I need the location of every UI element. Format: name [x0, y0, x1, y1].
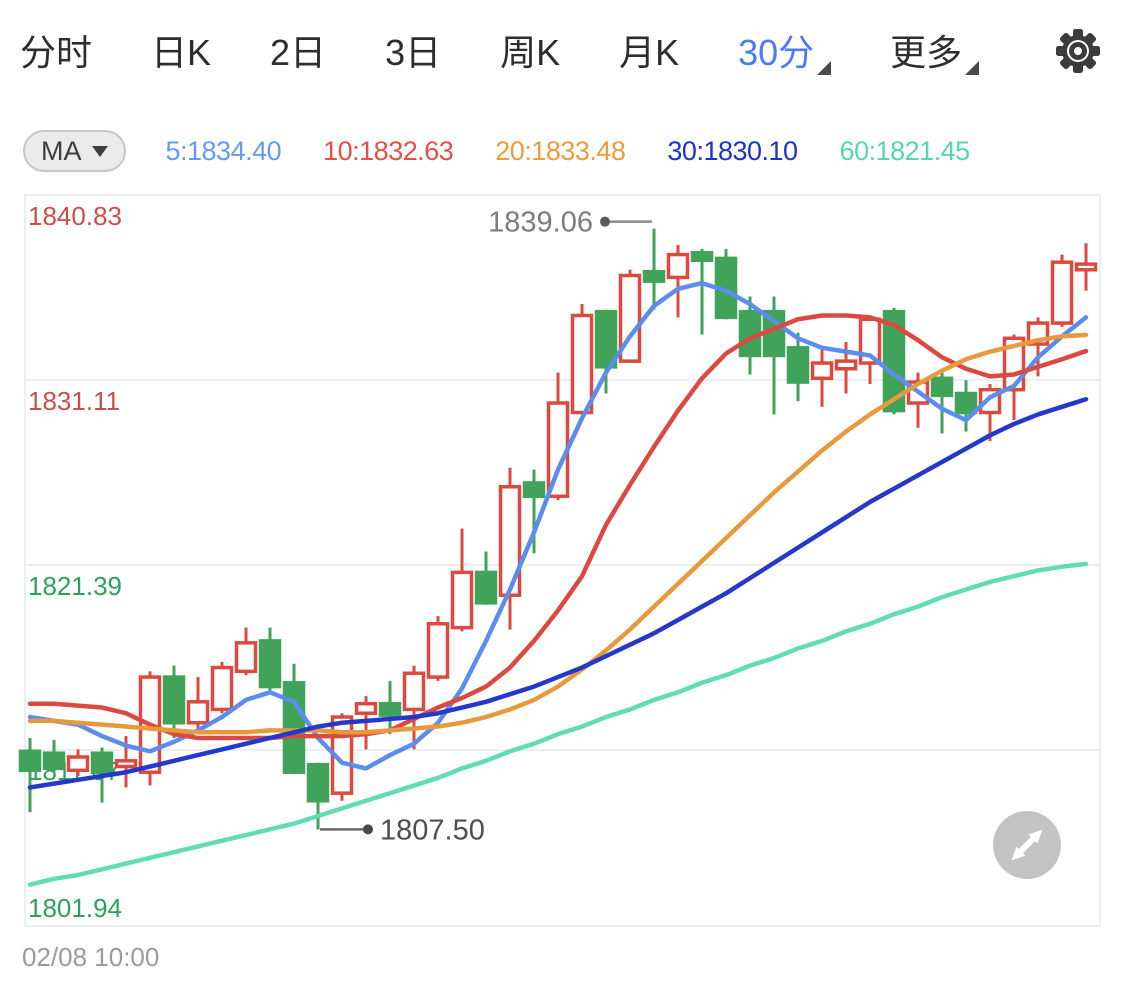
tab-month-k[interactable]: 月K — [619, 24, 679, 76]
candle-body — [810, 361, 834, 381]
ma-lines — [27, 280, 1089, 887]
tab-3day-k[interactable]: 3日 — [385, 24, 441, 76]
ma30-line — [27, 396, 1089, 790]
ma-selector-button[interactable]: MA — [23, 130, 126, 172]
candle-body — [450, 570, 474, 630]
tab-label: 月K — [619, 32, 680, 73]
ma20-line — [27, 332, 1089, 735]
candle-body — [1074, 262, 1098, 272]
price-gridlines — [24, 194, 1101, 927]
candle-body — [66, 755, 90, 773]
candle-body — [954, 391, 978, 415]
candle-body — [210, 665, 234, 712]
candle-body — [882, 309, 906, 413]
period-tabs: 分时 日K 2日 3日 周K 月K 30分 更多 — [20, 24, 980, 76]
annotation-text: 1807.50 — [380, 814, 485, 846]
y-axis-label: 1821.39 — [28, 571, 122, 601]
candle-body — [474, 570, 498, 605]
candle-body — [690, 250, 714, 263]
ma5-line — [27, 280, 1089, 771]
tab-week-k[interactable]: 周K — [500, 24, 560, 76]
x-axis-start-time: 02/08 10:00 — [22, 942, 160, 972]
tab-day-k[interactable]: 日K — [151, 24, 211, 76]
candle-body — [258, 639, 282, 689]
gear-icon — [1056, 29, 1100, 73]
candle-body — [498, 485, 522, 597]
annotation-1839.06: 1839.06 — [488, 207, 652, 239]
candle-body — [162, 675, 186, 725]
candle-body — [594, 309, 618, 369]
candle-body — [306, 762, 330, 803]
tab-label: 分时 — [20, 32, 93, 73]
candle-body — [378, 701, 402, 717]
dropdown-corner-icon — [817, 61, 832, 75]
tab-label: 3日 — [385, 32, 442, 73]
ma10-line — [27, 313, 1089, 741]
candle-body — [282, 681, 306, 774]
candle-body — [834, 359, 858, 371]
candle-body — [114, 759, 138, 769]
candle-body — [1050, 260, 1074, 325]
settings-button[interactable] — [1053, 26, 1103, 81]
ma-value-1: 10:1832.63 — [323, 135, 454, 166]
candle-body — [354, 701, 378, 715]
expand-arrows-icon — [1011, 829, 1043, 861]
candle-body — [402, 671, 426, 712]
ma-value-4: 60:1821.45 — [839, 135, 971, 166]
candle-body — [426, 622, 450, 679]
annotation-text: 1839.06 — [488, 207, 593, 239]
candle-body — [570, 313, 594, 415]
candle-body — [642, 269, 666, 283]
expand-button[interactable] — [993, 811, 1061, 879]
tab-label: 2日 — [270, 32, 327, 73]
tab-label: 30分 — [738, 32, 815, 73]
tab-2day-k[interactable]: 2日 — [270, 24, 326, 76]
ma-values: 5:1834.40 10:1832.63 20:1833.48 30:1830.10 6… — [165, 135, 971, 167]
y-axis-label: 1831.11 — [28, 386, 120, 416]
ma-legend-row: MA 5:1834.40 10:1832.63 20:1833.48 30:1830.… — [23, 130, 1105, 172]
candle-body — [786, 346, 810, 384]
ma-value-2: 20:1833.48 — [495, 135, 626, 166]
tab-30min-k[interactable]: 30分 — [738, 24, 832, 76]
period-tabbar: 分时 日K 2日 3日 周K 月K 30分 更多 — [20, 24, 1103, 81]
ma-selector-label: MA — [41, 135, 82, 166]
candle-body — [18, 749, 42, 773]
annotation-1807.50: 1807.50 — [320, 814, 485, 846]
candle-body — [42, 751, 66, 771]
tab-label: 日K — [151, 32, 212, 73]
candle-body — [186, 700, 210, 725]
tab-label: 更多 — [890, 32, 963, 73]
ma60-line — [27, 561, 1089, 887]
candle-body — [666, 252, 690, 280]
dropdown-corner-icon — [965, 61, 980, 75]
candle-body — [930, 376, 954, 398]
candle-body — [90, 751, 114, 774]
tab-more[interactable]: 更多 — [890, 24, 980, 76]
y-axis-label: 1801.94 — [28, 893, 122, 923]
tab-time-share[interactable]: 分时 — [20, 24, 92, 76]
ma-value-3: 30:1830.10 — [667, 135, 798, 166]
ma-value-0: 5:1834.40 — [165, 135, 282, 166]
chevron-down-icon — [91, 145, 108, 157]
candle-body — [522, 481, 546, 499]
tab-label: 周K — [500, 32, 561, 73]
y-axis-label: 1840.83 — [28, 201, 122, 231]
candle-body — [234, 641, 258, 674]
